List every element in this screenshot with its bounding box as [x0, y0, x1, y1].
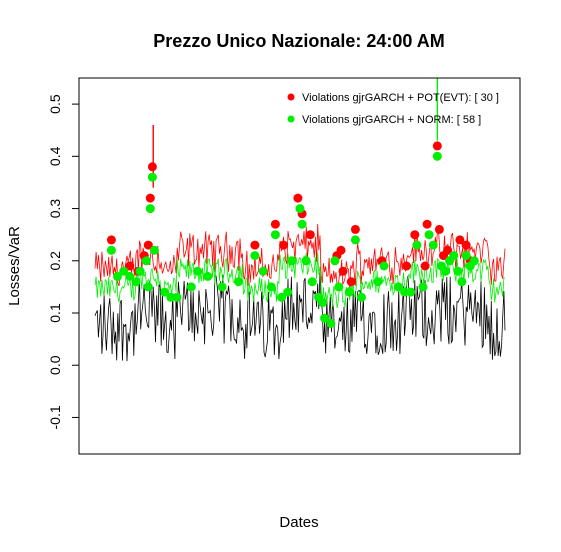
- violation-point-pot-evt: [420, 261, 430, 271]
- violation-point-norm: [295, 204, 305, 214]
- y-tick-label: -0.1: [47, 405, 63, 429]
- violation-point-norm: [406, 287, 416, 297]
- violation-point-norm: [318, 298, 328, 308]
- violation-point-pot-evt: [410, 230, 420, 240]
- x-axis-label: Dates: [279, 514, 318, 531]
- violation-point-norm: [217, 282, 227, 292]
- y-tick-label: 0.3: [47, 199, 63, 219]
- y-tick-label: 0.5: [47, 94, 63, 114]
- violation-point-norm: [307, 277, 317, 287]
- violation-point-pot-evt: [461, 240, 471, 250]
- violation-point-norm: [334, 282, 344, 292]
- violation-point-norm: [330, 256, 340, 266]
- violation-point-norm: [412, 240, 422, 250]
- violation-point-pot-evt: [125, 261, 135, 271]
- violation-point-norm: [424, 230, 434, 240]
- violation-point-norm: [357, 292, 366, 302]
- violation-point-pot-evt: [402, 261, 412, 271]
- violation-point-norm: [149, 245, 159, 255]
- violation-point-norm: [125, 271, 135, 281]
- violation-point-pot-evt: [338, 266, 348, 276]
- violation-point-norm: [277, 292, 287, 302]
- violation-point-norm: [166, 292, 176, 302]
- violation-point-norm: [418, 282, 428, 292]
- violation-point-norm: [373, 277, 383, 287]
- violation-point-norm: [131, 277, 141, 287]
- violation-point-norm: [106, 245, 116, 255]
- violation-point-norm: [172, 292, 182, 302]
- violation-point-norm: [469, 256, 479, 266]
- violation-point-norm: [326, 318, 336, 328]
- violation-point-norm: [441, 266, 451, 276]
- violation-point-norm: [266, 282, 276, 292]
- violation-point-pot-evt: [143, 240, 153, 250]
- violation-point-norm: [234, 277, 243, 287]
- violation-point-norm: [428, 240, 438, 250]
- legend: Violations gjrGARCH + POT(EVT): [ 30 ] V…: [287, 92, 499, 126]
- violation-point-norm: [457, 277, 467, 287]
- violation-point-norm: [270, 230, 280, 240]
- violation-point-norm: [297, 219, 307, 229]
- violation-point-pot-evt: [336, 245, 346, 255]
- violation-point-norm: [379, 261, 389, 271]
- violation-point-norm: [449, 251, 459, 261]
- legend-marker-norm: [287, 115, 295, 123]
- violation-point-pot-evt: [145, 193, 155, 203]
- violation-point-pot-evt: [293, 193, 303, 203]
- violation-point-pot-evt: [250, 240, 260, 250]
- violation-point-norm: [287, 256, 297, 266]
- violation-point-norm: [320, 313, 330, 323]
- y-axis: -0.1 0.0 0.1 0.2 0.3 0.4 0.5: [47, 94, 80, 430]
- violation-point-pot-evt: [432, 141, 442, 151]
- y-tick-label: 0.2: [47, 251, 63, 271]
- violation-point-norm: [453, 266, 463, 276]
- y-axis-label: Losses/VaR: [6, 226, 23, 306]
- y-tick-label: 0.0: [47, 355, 63, 375]
- legend-marker-pot-evt: [287, 93, 295, 101]
- violation-point-norm: [461, 251, 471, 261]
- violation-point-norm: [193, 266, 202, 276]
- y-tick-label: 0.1: [47, 303, 63, 323]
- violation-point-norm: [283, 287, 293, 297]
- violation-point-norm: [135, 266, 145, 276]
- violation-point-norm: [160, 287, 170, 297]
- violation-point-pot-evt: [350, 224, 360, 234]
- violation-point-pot-evt: [443, 245, 453, 255]
- violation-point-norm: [143, 282, 153, 292]
- y-tick-label: 0.4: [47, 146, 63, 166]
- violation-point-norm: [432, 151, 442, 161]
- violation-point-norm: [301, 256, 311, 266]
- legend-label-norm: Violations gjrGARCH + NORM: [ 58 ]: [302, 114, 481, 126]
- violation-point-norm: [393, 282, 403, 292]
- losses-series-line: [94, 272, 506, 362]
- violation-point-norm: [203, 271, 213, 281]
- chart-title: Prezzo Unico Nazionale: 24:00 AM: [153, 31, 444, 51]
- legend-label-pot-evt: Violations gjrGARCH + POT(EVT): [ 30 ]: [302, 92, 499, 104]
- violation-point-pot-evt: [147, 162, 157, 172]
- violation-point-norm: [250, 251, 260, 261]
- plot-frame: [78, 77, 521, 455]
- violation-point-norm: [119, 266, 129, 276]
- violation-point-norm: [258, 266, 268, 276]
- violation-point-pot-evt: [305, 230, 315, 240]
- violation-point-pot-evt: [270, 219, 280, 229]
- violation-point-pot-evt: [434, 224, 444, 234]
- violation-point-pot-evt: [346, 277, 356, 287]
- violation-point-norm: [141, 256, 151, 266]
- violation-point-norm: [186, 282, 196, 292]
- violation-point-pot-evt: [106, 235, 116, 245]
- violation-point-pot-evt: [279, 240, 289, 250]
- violation-point-pot-evt: [455, 235, 465, 245]
- violation-point-norm: [147, 172, 157, 182]
- violation-point-norm: [344, 287, 354, 297]
- violation-point-norm: [145, 204, 155, 214]
- violation-point-norm: [113, 271, 122, 281]
- violation-point-norm: [350, 235, 360, 245]
- violation-point-pot-evt: [422, 219, 432, 229]
- plot-content: [94, 78, 506, 362]
